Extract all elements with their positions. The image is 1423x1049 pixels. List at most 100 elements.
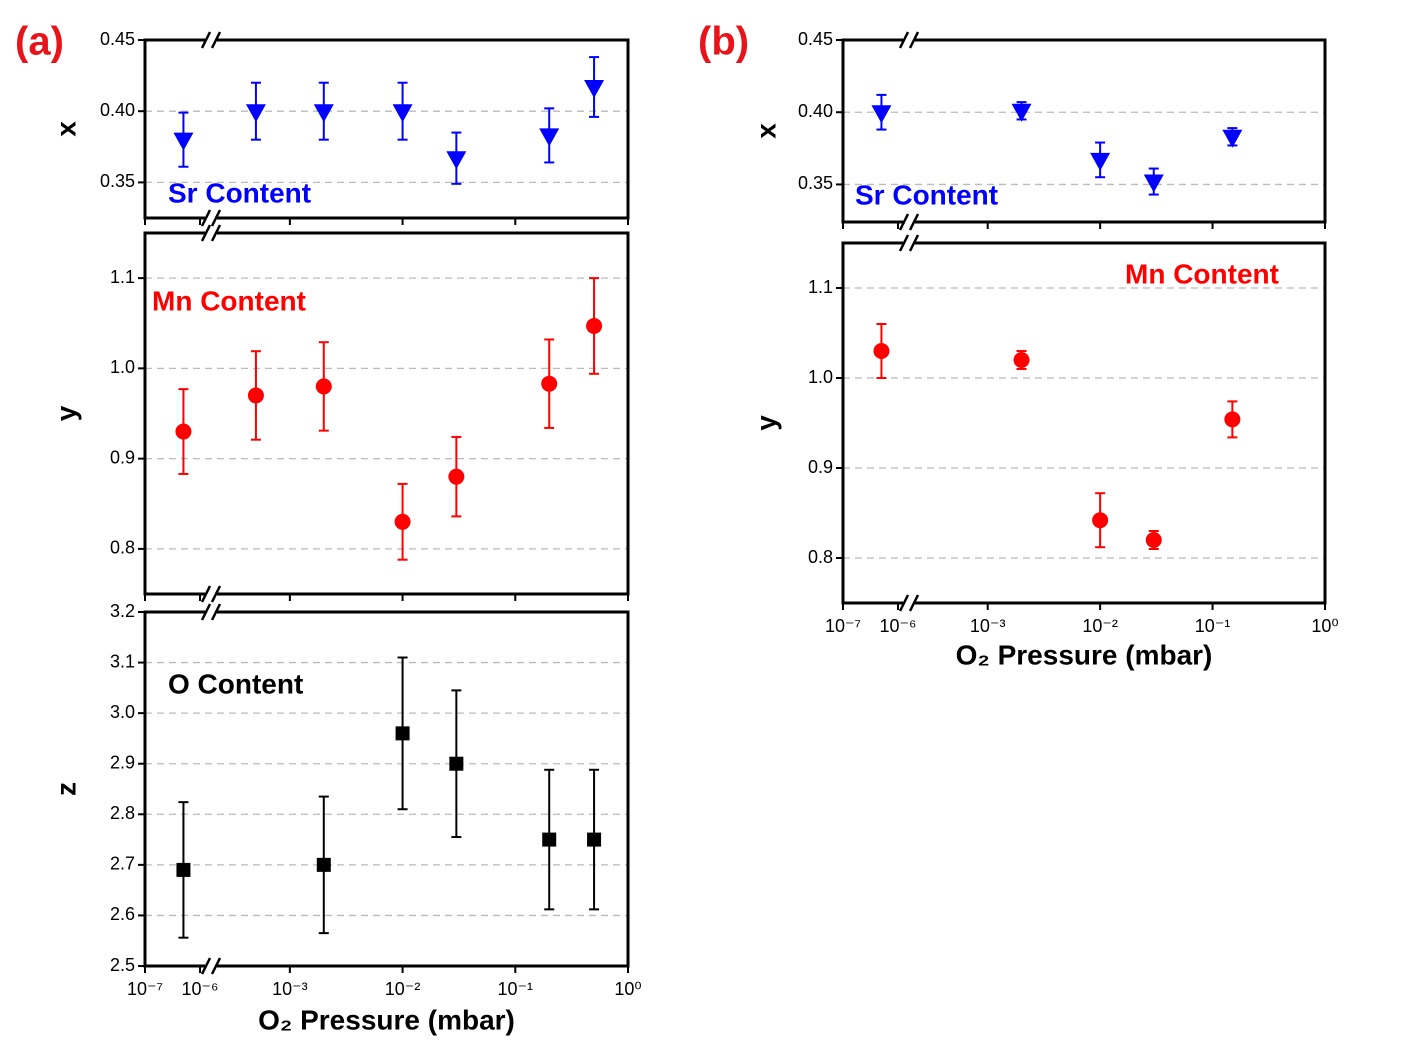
axis-break-gap <box>205 963 217 969</box>
x-tick-label: 10⁻¹ <box>498 979 534 999</box>
y-tick-label: 0.45 <box>100 29 135 49</box>
data-point <box>1222 129 1243 148</box>
y-tick-label: 1.0 <box>808 367 833 387</box>
axis-break-gap <box>903 240 915 246</box>
y-tick-label: 0.8 <box>808 547 833 567</box>
data-point <box>392 104 413 123</box>
axis-break-gap <box>205 609 217 615</box>
y-tick-label: 0.35 <box>100 171 135 191</box>
axis-break-mark <box>200 209 212 227</box>
data-point <box>448 468 465 485</box>
axis-break-mark <box>210 31 222 49</box>
series-name: Sr Content <box>855 179 998 210</box>
axis-break-mark <box>210 603 222 621</box>
x-tick-label: 10⁻² <box>1082 616 1118 636</box>
y-tick-label: 3.0 <box>110 702 135 722</box>
data-point <box>584 79 605 98</box>
y-tick-label: 2.5 <box>110 955 135 975</box>
data-point <box>247 387 264 404</box>
series-name: Mn Content <box>152 285 306 316</box>
y-axis-label: x <box>50 121 81 137</box>
data-point <box>873 343 890 359</box>
x-tick-label: 10⁻¹ <box>1195 616 1231 636</box>
data-point <box>315 378 332 395</box>
y-tick-label: 2.9 <box>110 752 135 772</box>
data-point <box>394 513 411 530</box>
x-tick-label: 10⁻² <box>385 979 421 999</box>
data-point <box>395 726 410 741</box>
axis-break-mark <box>908 594 920 612</box>
y-tick-label: 3.2 <box>110 601 135 621</box>
axis-break-gap <box>205 230 217 236</box>
y-tick-label: 2.6 <box>110 904 135 924</box>
axis-break-gap <box>903 600 915 606</box>
series-name: O Content <box>168 668 303 699</box>
x-tick-label: 10⁻³ <box>272 979 308 999</box>
x-tick-label: 10⁻³ <box>970 616 1006 636</box>
data-point <box>316 857 331 872</box>
y-tick-label: 1.0 <box>110 357 135 377</box>
series-name: Mn Content <box>1125 258 1279 289</box>
data-point <box>1145 532 1162 548</box>
data-point <box>542 832 557 847</box>
x-axis-label: O₂ Pressure (mbar) <box>956 639 1213 670</box>
data-point <box>1224 411 1241 428</box>
x-tick-label: 10⁰ <box>614 979 641 999</box>
plot-frame <box>841 241 1327 605</box>
axis-break-gap <box>903 219 915 225</box>
axis-break-mark <box>210 224 222 242</box>
x-tick-label: 10⁻⁶ <box>880 616 917 636</box>
y-axis-label: y <box>50 405 81 421</box>
y-tick-label: 2.8 <box>110 803 135 823</box>
y-tick-label: 0.35 <box>798 173 833 193</box>
axis-break-mark <box>200 603 212 621</box>
axis-break-mark <box>210 957 222 975</box>
axis-break-mark <box>908 31 920 49</box>
axis-break-mark <box>210 209 222 227</box>
panel-label: (b) <box>698 20 749 64</box>
y-tick-label: 3.1 <box>110 651 135 671</box>
data-point <box>541 375 558 392</box>
y-tick-label: 0.40 <box>100 100 135 120</box>
data-point <box>587 832 602 847</box>
y-tick-label: 0.9 <box>808 457 833 477</box>
data-point <box>1013 352 1030 368</box>
plot-frame <box>143 38 630 220</box>
data-point <box>871 105 892 124</box>
x-tick-label: 10⁰ <box>1311 616 1338 636</box>
y-tick-label: 1.1 <box>110 267 135 287</box>
data-point <box>1092 512 1109 529</box>
axis-break-gap <box>205 37 217 43</box>
axis-break-mark <box>898 594 910 612</box>
data-point <box>175 423 192 440</box>
series-name: Sr Content <box>168 177 311 208</box>
data-point <box>313 104 334 123</box>
data-point <box>1090 152 1111 171</box>
axis-break-mark <box>898 213 910 231</box>
y-tick-label: 0.40 <box>798 101 833 121</box>
axis-break-gap <box>903 37 915 43</box>
x-tick-label: 10⁻⁷ <box>127 979 163 999</box>
data-point <box>245 104 266 123</box>
x-axis-label: O₂ Pressure (mbar) <box>258 1004 515 1035</box>
axis-break-mark <box>908 234 920 252</box>
data-point <box>539 128 560 147</box>
x-tick-label: 10⁻⁶ <box>182 979 219 999</box>
y-tick-label: 0.45 <box>798 29 833 49</box>
y-tick-label: 0.8 <box>110 538 135 558</box>
plot-frame <box>143 231 630 596</box>
axis-break-mark <box>908 213 920 231</box>
plot-frame <box>841 38 1327 224</box>
y-axis-label: x <box>750 123 781 139</box>
y-axis-label: y <box>750 415 781 431</box>
data-point <box>449 756 464 771</box>
data-point <box>586 317 603 334</box>
data-point <box>446 151 467 170</box>
axis-break-mark <box>210 585 222 603</box>
axis-break-mark <box>200 585 212 603</box>
data-point <box>173 132 194 151</box>
y-axis-label: z <box>50 782 81 796</box>
data-point <box>1143 174 1164 193</box>
